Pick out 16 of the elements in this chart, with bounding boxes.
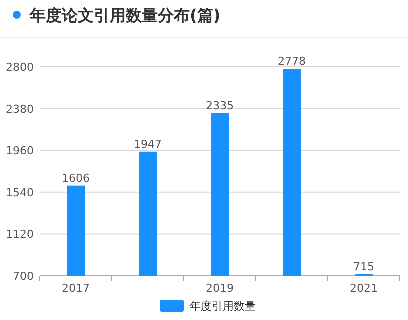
x-tick-label: 2021 (350, 282, 378, 295)
data-label: 715 (354, 260, 374, 274)
x-tick-label: 2017 (62, 282, 90, 295)
data-label: 1606 (62, 172, 90, 185)
chart-title: 年度论文引用数量分布(篇) (29, 6, 221, 25)
y-tick-label: 700 (13, 270, 34, 283)
y-tick-label: 2800 (6, 61, 34, 74)
data-label: 2335 (206, 99, 234, 112)
x-tick-label: 2019 (206, 282, 234, 295)
data-label: 2778 (278, 55, 306, 68)
y-tick-label: 1960 (6, 144, 34, 158)
legend-label: 年度引用数量 (190, 300, 256, 313)
y-tick-label: 1120 (6, 228, 34, 242)
y-tick-label: 2380 (6, 102, 34, 116)
y-tick-label: 1540 (6, 186, 34, 200)
data-label: 1947 (134, 138, 162, 151)
